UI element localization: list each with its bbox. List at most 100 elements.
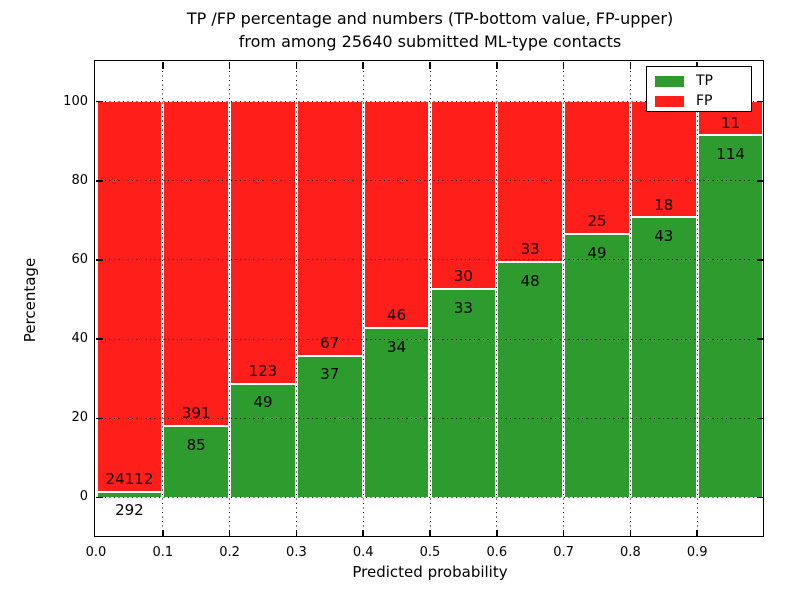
h-gridline: [96, 338, 764, 340]
tp-count-label: 37: [320, 365, 340, 384]
fp-count-label: 67: [320, 333, 340, 352]
y-tick: [96, 496, 103, 499]
legend-item-fp: FP: [655, 92, 751, 110]
y-tick: [757, 417, 764, 419]
fp-count-label: 18: [654, 195, 674, 214]
tp-count-label: 114: [716, 145, 745, 164]
x-tick-label: 0.0: [85, 545, 107, 560]
x-tick-label: 0.4: [352, 545, 374, 560]
tp-count-label: 48: [520, 271, 540, 290]
tp-count-label: 292: [115, 501, 144, 520]
x-tick-label: 0.1: [152, 545, 174, 560]
fp-count-label: 46: [387, 306, 407, 325]
chart-title-line2: from among 25640 submitted ML-type conta…: [238, 32, 622, 51]
fp-count-label: 33: [520, 239, 540, 258]
x-tick: [429, 530, 431, 537]
bar-tp-segment: [97, 492, 162, 498]
bar-tp-segment: [231, 384, 295, 498]
bar-tp-segment: [631, 218, 696, 498]
x-tick-label: 0.9: [686, 545, 708, 560]
x-tick-label: 0.2: [219, 545, 240, 560]
x-axis-label: Predicted probability: [352, 563, 508, 581]
fp-count-label: 11: [721, 113, 741, 132]
x-tick: [496, 530, 498, 537]
x-tick-label: 0.5: [419, 545, 441, 560]
v-gridline: [362, 62, 364, 537]
x-tick: [562, 530, 565, 537]
y-tick: [96, 338, 103, 340]
v-gridline: [629, 62, 631, 537]
y-tick: [96, 100, 103, 103]
x-tick: [696, 62, 698, 69]
tp-count-label: 85: [186, 435, 206, 454]
tp-count-label: 33: [453, 298, 473, 317]
x-tick-label: 0.3: [286, 545, 307, 560]
bar-tp-segment: [498, 262, 563, 498]
h-gridline: [96, 101, 764, 103]
x-tick: [295, 530, 298, 537]
y-tick: [757, 180, 764, 182]
legend-label-tp: TP: [696, 73, 713, 89]
x-tick-label: 0.6: [486, 545, 508, 560]
v-gridline: [429, 62, 431, 537]
fp-count-label: 391: [181, 403, 211, 422]
bar-fp-segment: [97, 101, 162, 493]
bar-fp-segment: [498, 101, 563, 263]
h-gridline: [96, 259, 764, 261]
y-tick-label: 40: [71, 331, 88, 347]
h-gridline: [96, 180, 764, 182]
y-tick: [757, 100, 764, 103]
legend-fp-swatch-icon: [655, 95, 684, 107]
y-tick: [757, 338, 764, 340]
bar-fp-segment: [297, 101, 362, 357]
bar-tp-segment: [431, 290, 496, 498]
x-tick: [162, 530, 164, 537]
x-tick: [696, 530, 698, 537]
x-tick: [162, 62, 164, 69]
bar-tp-segment: [364, 329, 429, 498]
v-gridline: [496, 62, 498, 537]
bar-fp-segment: [231, 101, 295, 385]
bar-tp-segment: [297, 356, 362, 498]
h-gridline: [96, 417, 764, 419]
bar-fp-segment: [164, 101, 229, 427]
tp-count-label: 49: [253, 393, 273, 412]
y-tick: [757, 259, 764, 261]
x-tick: [362, 62, 364, 69]
h-gridline: [96, 496, 764, 498]
fp-count-label: 24112: [105, 469, 154, 488]
x-tick-label: 0.7: [553, 545, 574, 560]
x-tick: [562, 62, 565, 69]
bar-fp-segment: [364, 101, 429, 330]
y-tick: [96, 259, 103, 261]
y-tick: [757, 496, 764, 499]
fp-count-label: 123: [248, 361, 278, 380]
y-tick-label: 100: [63, 93, 88, 109]
chart-title-line1: TP /FP percentage and numbers (TP-bottom…: [186, 9, 674, 28]
tp-count-label: 49: [587, 244, 607, 263]
y-tick: [96, 417, 103, 419]
fp-count-label: 25: [587, 212, 607, 231]
y-tick-label: 60: [71, 251, 88, 267]
bar-fp-segment: [631, 101, 696, 219]
x-tick: [496, 62, 498, 69]
x-tick: [429, 62, 431, 69]
legend: TP FP: [646, 66, 752, 112]
bar-tp-segment: [164, 426, 229, 498]
v-gridline: [696, 62, 698, 537]
tp-count-label: 34: [387, 338, 407, 356]
x-tick: [295, 62, 298, 69]
x-tick-label: 0.8: [620, 545, 641, 560]
bar-fp-segment: [431, 101, 496, 291]
v-gridline: [162, 62, 164, 537]
v-gridline: [295, 62, 297, 537]
y-tick: [96, 180, 103, 182]
x-tick: [362, 530, 364, 537]
y-tick-label: 80: [71, 172, 88, 188]
v-gridline: [229, 62, 231, 537]
bar-tp-segment: [565, 235, 629, 498]
x-tick: [228, 530, 231, 537]
y-tick-label: 0: [79, 489, 88, 505]
bar-fp-segment: [565, 101, 629, 236]
